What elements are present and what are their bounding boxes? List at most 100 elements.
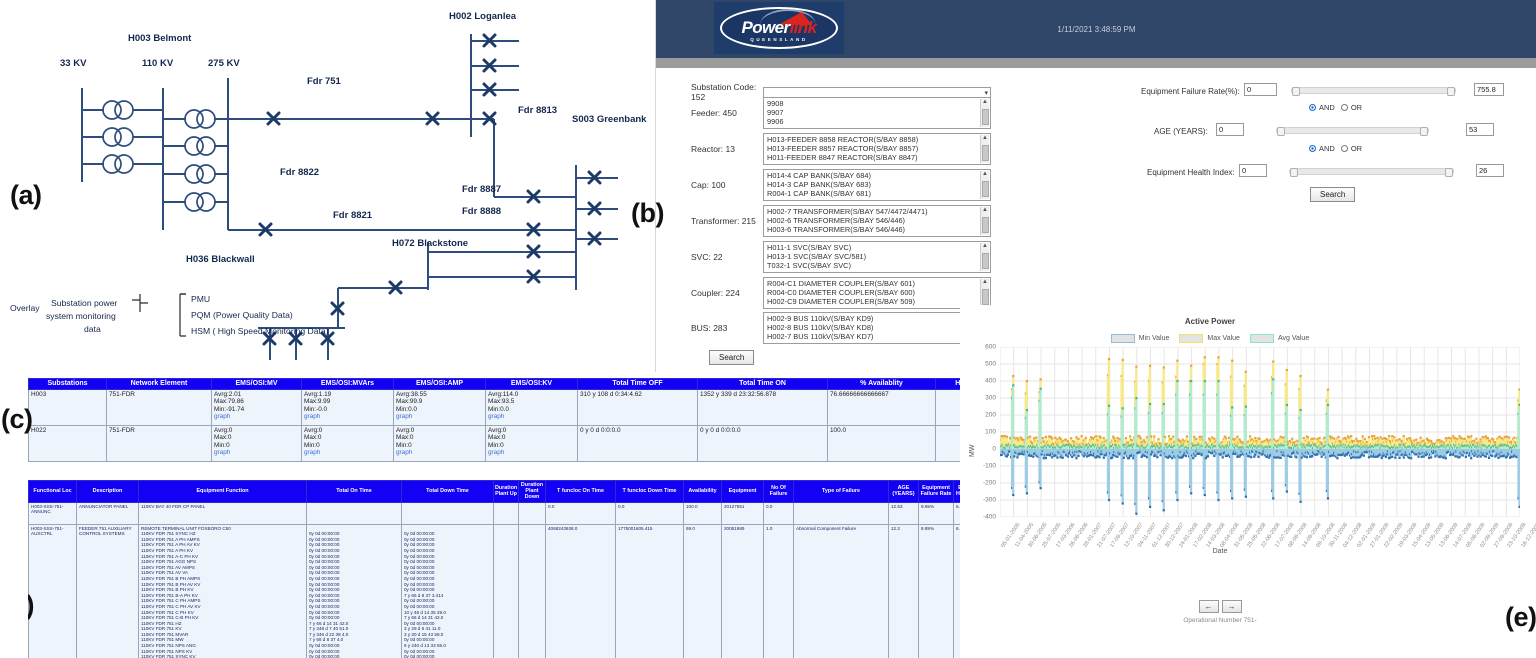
- scrollbar-thumb[interactable]: [981, 217, 989, 233]
- table-header-row: Substations Network Element EMS/OSI:MV E…: [28, 378, 1085, 390]
- slider-knob-left[interactable]: [1292, 87, 1300, 96]
- list-item[interactable]: H002-9 CAP BANK(S/BAY 589): [766, 199, 990, 200]
- list-item[interactable]: H003-6 TRANSFORMER(S/BAY 546/446): [767, 225, 906, 235]
- radio-or-2[interactable]: [1340, 145, 1348, 152]
- logo-accent-text: link: [789, 18, 817, 38]
- graph-link[interactable]: graph: [304, 413, 321, 421]
- failure-rate-slider[interactable]: [1291, 87, 1456, 96]
- next-button[interactable]: →: [1221, 600, 1242, 613]
- list-item[interactable]: 9905: [766, 127, 990, 128]
- scroll-up-icon[interactable]: ▲: [982, 279, 988, 285]
- health-index-max-input[interactable]: 26: [1476, 164, 1504, 177]
- health-index-slider[interactable]: [1289, 168, 1454, 177]
- list-item[interactable]: R004-C1 DIAMETER COUPLER(S/BAY 601): [767, 279, 915, 288]
- bus-label-275kv: 275 KV: [208, 58, 240, 69]
- list-item[interactable]: R004-C0 DIAMETER COUPLER(S/BAY 600): [767, 288, 915, 298]
- list-item[interactable]: H002-8 BUS 110kV(S/BAY KD8): [767, 323, 874, 333]
- legend-item-min[interactable]: Min Value: [1110, 334, 1169, 343]
- list-item[interactable]: T034-1 SVC(S/BAY SVC/481): [766, 271, 990, 272]
- list-item[interactable]: T032-1 SVC(S/BAY SVC): [767, 261, 851, 271]
- age-slider[interactable]: [1276, 127, 1429, 136]
- svc-listbox[interactable]: H011-1 SVC(S/BAY SVC) H013-1 SVC(S/BAY S…: [763, 241, 991, 273]
- graph-link[interactable]: graph: [396, 449, 413, 457]
- graph-link[interactable]: graph: [488, 449, 505, 457]
- form-search-button[interactable]: Search: [709, 350, 755, 365]
- substation-code-select[interactable]: ▾: [763, 86, 991, 98]
- list-item[interactable]: 9906: [767, 117, 784, 127]
- scroll-up-icon[interactable]: ▲: [982, 207, 988, 213]
- listbox-scrollbar[interactable]: ▲ ▼: [980, 279, 989, 307]
- list-item[interactable]: R004-1 CAP BANK(S/BAY 681): [767, 189, 871, 199]
- operator-group-2[interactable]: AND OR: [1309, 144, 1362, 153]
- list-item[interactable]: H011-FEEDER 8847 REACTOR(S/BAY 8847): [767, 153, 918, 163]
- scroll-up-icon[interactable]: ▲: [982, 171, 988, 177]
- list-item[interactable]: H002-4 BUS 110kV(S/BAY KD4): [766, 342, 977, 343]
- scroll-up-icon[interactable]: ▲: [982, 243, 988, 249]
- slider-knob-right[interactable]: [1445, 168, 1453, 177]
- substation-label-h002: H002 Loganlea: [449, 11, 517, 22]
- graph-link[interactable]: graph: [214, 449, 231, 457]
- col-availability: % Availablity: [827, 378, 936, 390]
- graph-link[interactable]: graph: [396, 413, 413, 421]
- list-item[interactable]: H002-6 TRANSFORMER(S/BAY 546/446): [767, 216, 906, 226]
- list-item[interactable]: H013-1 SVC(S/BAY SVC/581): [767, 252, 867, 262]
- list-item[interactable]: H020-FEEDER 820 REACTOR(S/BAY 820): [766, 163, 990, 164]
- failure-rate-min-input[interactable]: 0: [1244, 83, 1277, 96]
- list-item[interactable]: H011-1 SVC(S/BAY SVC): [767, 243, 852, 252]
- reactor-listbox[interactable]: H013-FEEDER 8858 REACTOR(S/BAY 8858) H01…: [763, 133, 991, 165]
- scrollbar-thumb[interactable]: [981, 253, 989, 269]
- legend-item-avg[interactable]: Avg Value: [1249, 334, 1309, 343]
- cell-network-element[interactable]: 751-FDR: [106, 425, 212, 462]
- slider-knob-right[interactable]: [1447, 87, 1455, 96]
- transformer-listbox[interactable]: H002-7 TRANSFORMER(S/BAY 547/4472/4471) …: [763, 205, 991, 237]
- operator-group-1[interactable]: AND OR: [1309, 103, 1362, 112]
- age-min-input[interactable]: 0: [1216, 123, 1244, 136]
- panel-letter-b: (b): [631, 198, 664, 228]
- health-index-min-input[interactable]: 0: [1239, 164, 1267, 177]
- cap-listbox[interactable]: H014-4 CAP BANK(S/BAY 684) H014-3 CAP BA…: [763, 169, 991, 201]
- list-item[interactable]: H011-6 TRANSFORMER(S/BAY 546/446): [766, 235, 990, 236]
- scroll-up-icon[interactable]: ▲: [982, 99, 988, 105]
- scrollbar-thumb[interactable]: [981, 289, 989, 305]
- age-max-input[interactable]: 53: [1466, 123, 1494, 136]
- list-item[interactable]: H002-7 BUS 110kV(S/BAY KD7): [767, 332, 874, 342]
- scroll-up-icon[interactable]: ▲: [982, 135, 988, 141]
- listbox-scrollbar[interactable]: ▲ ▼: [980, 171, 989, 199]
- list-item[interactable]: 9907: [767, 108, 784, 118]
- filters-search-button[interactable]: Search: [1310, 187, 1356, 202]
- bus-listbox[interactable]: H002-9 BUS 110kV(S/BAY KD9) H002-8 BUS 1…: [763, 312, 978, 344]
- graph-link[interactable]: graph: [488, 413, 505, 421]
- legend-item-max[interactable]: Max Value: [1179, 334, 1240, 343]
- feeder-listbox[interactable]: 9908 9907 9906 9905 ▲ ▼: [763, 97, 991, 129]
- coupler-listbox[interactable]: R004-C1 DIAMETER COUPLER(S/BAY 601) R004…: [763, 277, 991, 309]
- listbox-scrollbar[interactable]: ▲ ▼: [980, 135, 989, 163]
- list-item[interactable]: H002-C9 DIAMETER COUPLER(S/BAY 509): [767, 297, 915, 307]
- list-item[interactable]: 9908: [767, 99, 784, 108]
- slider-knob-right[interactable]: [1420, 127, 1428, 136]
- list-item[interactable]: H002-9 BUS 110kV(S/BAY KD9): [767, 314, 874, 323]
- listbox-scrollbar[interactable]: ▲ ▼: [980, 243, 989, 271]
- prev-button[interactable]: ←: [1198, 600, 1219, 613]
- radio-and-1[interactable]: [1309, 104, 1316, 111]
- graph-link[interactable]: graph: [214, 413, 231, 421]
- listbox-scrollbar[interactable]: ▲ ▼: [980, 99, 989, 127]
- slider-knob-left[interactable]: [1277, 127, 1285, 136]
- radio-and-2[interactable]: [1309, 145, 1316, 152]
- radio-or-1[interactable]: [1340, 104, 1348, 111]
- scrollbar-thumb[interactable]: [981, 181, 989, 197]
- on-time-line: 7 y 66 d 14 31 42.0: [309, 620, 349, 626]
- graph-link[interactable]: graph: [304, 449, 321, 457]
- list-item[interactable]: H013-FEEDER 8858 REACTOR(S/BAY 8858): [767, 135, 919, 144]
- list-item[interactable]: H014-4 CAP BANK(S/BAY 684): [767, 171, 871, 180]
- listbox-scrollbar[interactable]: ▲ ▼: [980, 207, 989, 235]
- value-max: Max:99.9: [396, 398, 423, 406]
- slider-knob-left[interactable]: [1290, 168, 1298, 177]
- list-item[interactable]: H013-FEEDER 8857 REACTOR(S/BAY 8857): [767, 144, 919, 154]
- cell-network-element[interactable]: 751-FDR: [106, 389, 212, 426]
- failure-rate-max-input[interactable]: 755.8: [1474, 83, 1504, 96]
- list-item[interactable]: H002-7 TRANSFORMER(S/BAY 547/4472/4471): [767, 207, 928, 216]
- list-item[interactable]: H018-C9 DIAMETER COUPLER(S/BAY 509): [766, 307, 990, 308]
- scrollbar-thumb[interactable]: [981, 109, 989, 125]
- scrollbar-thumb[interactable]: [981, 145, 989, 161]
- list-item[interactable]: H014-3 CAP BANK(S/BAY 683): [767, 180, 871, 190]
